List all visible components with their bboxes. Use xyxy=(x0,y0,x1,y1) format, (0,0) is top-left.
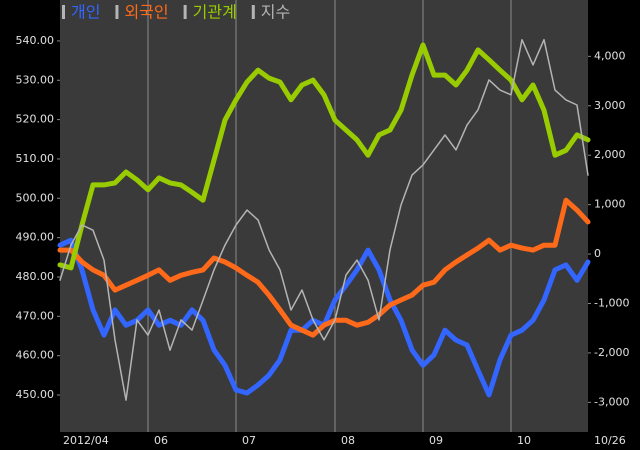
y-tick-label: 470.00 xyxy=(16,309,55,322)
legend-marker xyxy=(115,5,119,19)
x-tick-label: 08 xyxy=(341,434,355,447)
legend-label: 기관계 xyxy=(193,3,237,22)
x-tick-label: 06 xyxy=(154,434,168,447)
x-tick-label: 09 xyxy=(429,434,443,447)
plot-area xyxy=(60,0,588,432)
legend-label: 외국인 xyxy=(124,3,168,22)
legend-marker xyxy=(62,5,65,19)
y-tick-label: 500.00 xyxy=(16,191,55,204)
series-line xyxy=(57,42,591,271)
y2-tick-label: -3,000 xyxy=(594,395,629,408)
y-tick-label: 530.00 xyxy=(16,73,55,86)
legend-label: 지수 xyxy=(261,3,290,22)
y2-tick-label: 3,000 xyxy=(594,99,626,112)
legend: 개인 외국인 기관계 지수 xyxy=(62,3,290,22)
y-tick-label: 450.00 xyxy=(16,388,55,401)
y-tick-label: 510.00 xyxy=(16,152,55,165)
x-tick-label: 10 xyxy=(517,434,531,447)
y-tick-label: 490.00 xyxy=(16,231,55,244)
y2-tick-label: 4,000 xyxy=(594,49,626,62)
y-tick-label: 460.00 xyxy=(16,349,55,362)
y-tick-label: 520.00 xyxy=(16,113,55,126)
series-line xyxy=(59,38,589,401)
y2-tick-label: 1,000 xyxy=(594,198,626,211)
legend-label: 개인 xyxy=(71,3,100,22)
y-tick-label: 540.00 xyxy=(16,34,55,47)
x-tick-label: 10/26 xyxy=(594,434,626,447)
legend-marker xyxy=(251,5,255,19)
x-tick-label: 2012/04 xyxy=(63,434,109,447)
y2-tick-label: -2,000 xyxy=(594,346,629,359)
legend-marker xyxy=(183,5,187,19)
x-tick-label: 07 xyxy=(242,434,256,447)
series-line xyxy=(57,197,591,338)
y2-tick-label: 0 xyxy=(594,247,601,260)
y2-tick-label: -1,000 xyxy=(594,296,629,309)
y2-tick-label: 2,000 xyxy=(594,148,626,161)
y-tick-label: 480.00 xyxy=(16,270,55,283)
